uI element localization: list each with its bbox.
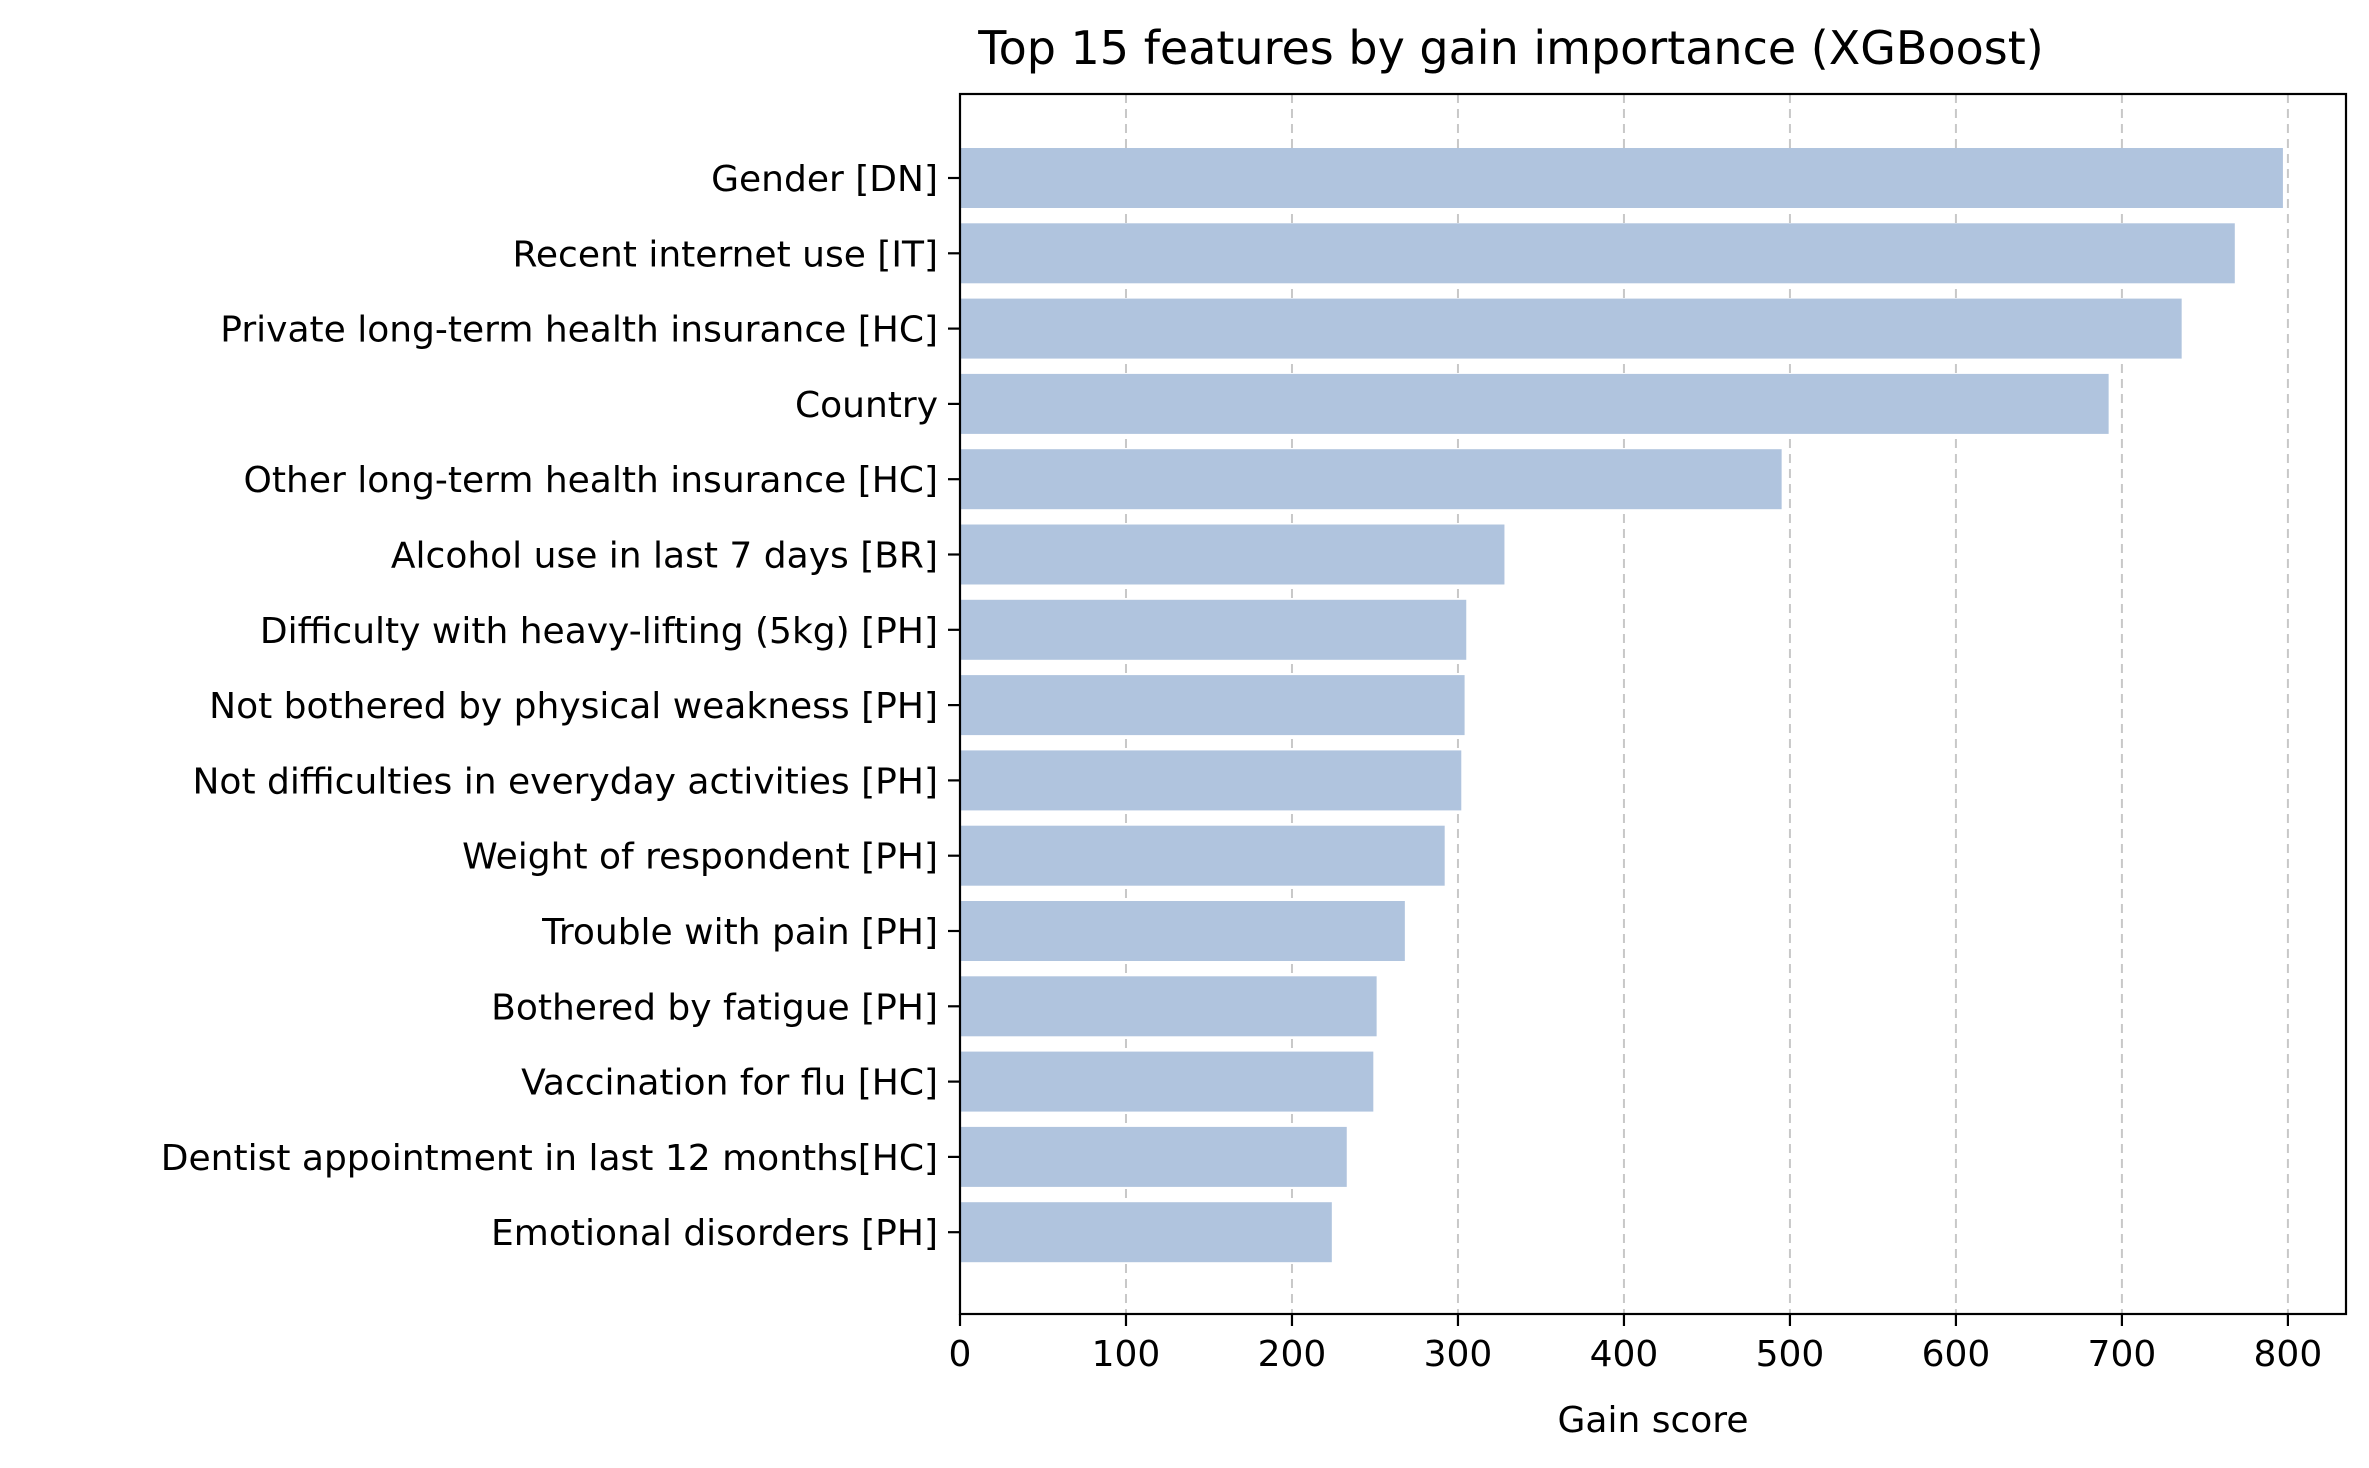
bars — [960, 148, 2283, 1263]
bar — [960, 449, 1782, 510]
bar — [960, 1126, 1347, 1187]
bar — [960, 976, 1377, 1037]
y-tick-label: Vaccination for flu [HC] — [521, 1063, 938, 1104]
bar — [960, 675, 1465, 736]
y-tick-label: Not difficulties in everyday activities … — [193, 761, 939, 802]
bar — [960, 1202, 1332, 1263]
chart-title: Top 15 features by gain importance (XGBo… — [977, 21, 2043, 75]
x-tick-label: 400 — [1590, 1334, 1659, 1375]
bar — [960, 901, 1405, 961]
y-tick-label: Difficulty with heavy-lifting (5kg) [PH] — [260, 611, 938, 652]
x-axis-ticks: 0 100 200 300 400 500 600 700 800 — [949, 1314, 2323, 1375]
x-tick-label: 100 — [1092, 1334, 1161, 1375]
bar — [960, 223, 2235, 284]
y-tick-label: Not bothered by physical weakness [PH] — [209, 686, 938, 727]
x-axis-label: Gain score — [1558, 1400, 1749, 1441]
y-axis-ticks: Gender [DN] Recent internet use [IT] Priva… — [161, 159, 960, 1254]
bar — [960, 1051, 1374, 1112]
x-tick-label: 600 — [1922, 1334, 1991, 1375]
y-tick-label: Dentist appointment in last 12 months[HC… — [161, 1138, 938, 1179]
bar — [960, 298, 2182, 359]
x-tick-label: 200 — [1258, 1334, 1327, 1375]
gridlines — [1124, 94, 2289, 1314]
x-tick-label: 300 — [1424, 1334, 1493, 1375]
x-tick-label: 700 — [2088, 1334, 2157, 1375]
x-tick-label: 500 — [1756, 1334, 1825, 1375]
y-tick-label: Recent internet use [IT] — [513, 234, 939, 275]
bar — [960, 148, 2283, 208]
bar — [960, 825, 1445, 886]
y-tick-label: Emotional disorders [PH] — [491, 1213, 938, 1254]
bar — [960, 524, 1505, 585]
x-tick-label: 800 — [2254, 1334, 2323, 1375]
bar — [960, 750, 1462, 811]
y-tick-label: Trouble with pain [PH] — [541, 912, 938, 953]
y-tick-label: Private long-term health insurance [HC] — [220, 310, 938, 351]
y-tick-label: Alcohol use in last 7 days [BR] — [391, 536, 938, 577]
bar — [960, 599, 1467, 660]
y-tick-label: Gender [DN] — [711, 159, 938, 200]
y-tick-label: Other long-term health insurance [HC] — [244, 460, 938, 501]
y-tick-label: Country — [795, 385, 938, 426]
y-tick-label: Bothered by fatigue [PH] — [491, 987, 938, 1028]
x-tick-label: 0 — [949, 1334, 972, 1375]
bar — [960, 373, 2109, 434]
y-tick-label: Weight of respondent [PH] — [462, 837, 938, 878]
